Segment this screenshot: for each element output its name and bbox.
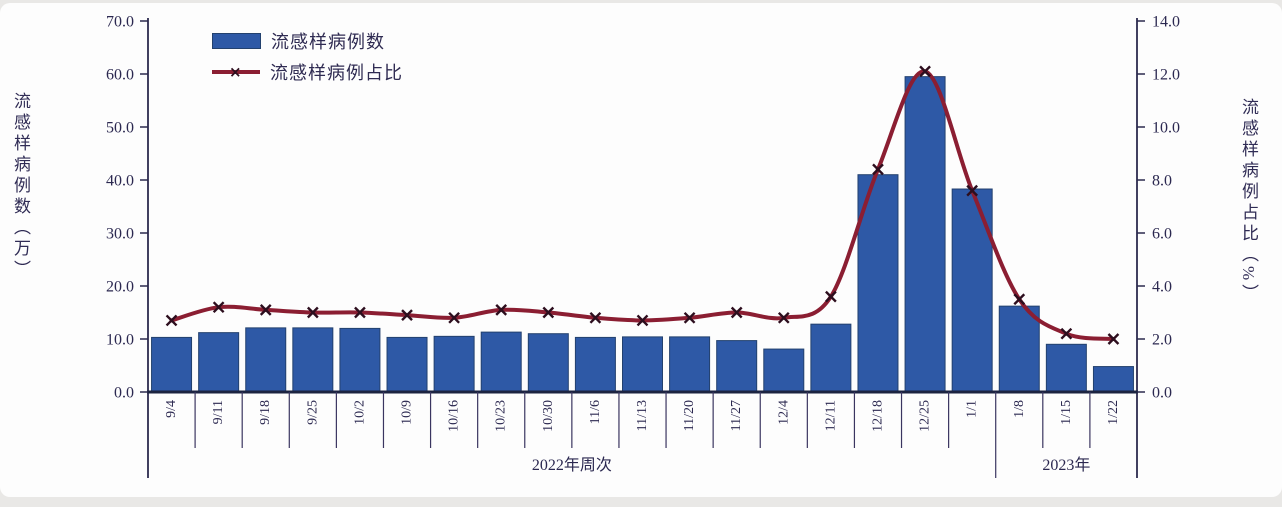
bar-11/6 — [574, 336, 616, 393]
left-tick-label: 10.0 — [106, 332, 134, 349]
x-category-label: 9/11 — [211, 400, 226, 424]
bar-9/18 — [245, 327, 287, 393]
bar-12/25 — [904, 76, 946, 393]
marker-9/11 — [212, 301, 225, 314]
x-category-label: 12/11 — [823, 400, 838, 431]
bar-10/9 — [386, 336, 428, 393]
x-category-label: 11/6 — [588, 400, 603, 424]
right-tick-label: 14.0 — [1152, 14, 1180, 31]
right-tick-label: 0.0 — [1152, 385, 1172, 402]
right-tick-label: 10.0 — [1152, 120, 1180, 137]
left-tick-label: 70.0 — [106, 14, 134, 31]
marker-9/25 — [306, 306, 319, 319]
marker-10/2 — [354, 306, 366, 319]
right-axis-title: 流感样病例占比（%） — [1239, 98, 1258, 306]
x-category-label: 1/8 — [1012, 400, 1027, 418]
marker-11/20 — [683, 311, 696, 324]
legend-label-cases: 流感样病例数 — [271, 32, 385, 52]
marker-12/11 — [825, 290, 837, 303]
bar-10/30 — [527, 333, 569, 393]
right-tick-label: 2.0 — [1152, 332, 1172, 349]
x-group-label: 2023年 — [1042, 456, 1090, 474]
marker-11/27 — [730, 306, 743, 319]
x-category-label: 12/4 — [776, 400, 791, 425]
x-category-label: 10/2 — [352, 400, 367, 425]
bar-11/27 — [716, 340, 758, 393]
legend-line-swatch: × — [212, 63, 260, 81]
bar-11/13 — [622, 336, 663, 393]
left-tick-label: 60.0 — [106, 67, 134, 84]
x-marker-icon: × — [229, 63, 242, 81]
left-tick-label: 20.0 — [106, 279, 134, 296]
marker-10/16 — [448, 311, 460, 324]
right-tick-label: 4.0 — [1152, 279, 1172, 296]
marker-1/22 — [1107, 333, 1120, 345]
marker-11/13 — [636, 314, 649, 327]
marker-11/6 — [589, 311, 602, 324]
x-category-label: 1/1 — [965, 400, 980, 418]
x-category-label: 1/22 — [1106, 400, 1121, 425]
legend: 流感样病例数 × 流感样病例占比 — [212, 30, 403, 83]
x-category-label: 10/23 — [494, 400, 509, 432]
legend-bar-swatch — [212, 33, 261, 49]
bar-12/4 — [763, 348, 805, 393]
x-category-label: 10/9 — [400, 400, 415, 425]
bar-12/11 — [810, 323, 852, 393]
bar-10/16 — [433, 335, 475, 393]
marker-10/30 — [542, 306, 555, 319]
marker-12/18 — [872, 163, 884, 176]
right-tick-label: 8.0 — [1152, 173, 1172, 190]
bar-1/15 — [1045, 343, 1087, 393]
x-category-label: 11/27 — [729, 400, 744, 431]
chart-canvas — [0, 3, 1282, 497]
x-category-label: 11/13 — [635, 400, 650, 431]
bar-1/1 — [951, 188, 993, 393]
marker-1/1 — [966, 184, 979, 197]
x-category-label: 10/16 — [447, 400, 462, 432]
bar-1/22 — [1092, 366, 1134, 393]
x-category-label: 1/15 — [1059, 400, 1074, 425]
x-category-label: 12/18 — [870, 400, 885, 432]
x-category-label: 11/20 — [682, 400, 697, 431]
bar-10/23 — [480, 331, 522, 393]
left-tick-label: 0.0 — [114, 385, 134, 402]
marker-9/18 — [259, 304, 272, 316]
bar-9/4 — [151, 336, 193, 393]
left-axis-title: 流感样病例数（万） — [11, 92, 30, 281]
bar-10/2 — [339, 327, 381, 393]
x-category-label: 10/30 — [541, 400, 556, 432]
marker-1/8 — [1013, 293, 1026, 306]
legend-label-ratio: 流感样病例占比 — [270, 63, 403, 83]
bar-9/25 — [292, 327, 334, 393]
ratio-line — [169, 69, 1116, 341]
marker-12/4 — [777, 311, 790, 324]
legend-item-ratio: × 流感样病例占比 — [212, 61, 403, 83]
marker-10/23 — [495, 304, 508, 316]
marker-1/15 — [1060, 327, 1073, 340]
bar-1/8 — [998, 305, 1040, 393]
x-category-label: 9/25 — [305, 400, 320, 425]
left-tick-label: 40.0 — [106, 173, 134, 190]
x-category-label: 9/4 — [164, 400, 179, 418]
left-tick-label: 50.0 — [106, 120, 134, 137]
left-tick-label: 30.0 — [106, 226, 134, 243]
marker-10/9 — [401, 309, 413, 321]
marker-9/4 — [165, 314, 178, 327]
x-category-label: 9/18 — [258, 400, 273, 425]
legend-item-cases: 流感样病例数 — [212, 30, 403, 52]
right-tick-label: 6.0 — [1152, 226, 1172, 243]
right-tick-label: 12.0 — [1152, 67, 1180, 84]
x-group-label: 2022年周次 — [532, 456, 612, 474]
bar-9/11 — [198, 332, 240, 393]
marker-12/25 — [919, 65, 931, 78]
bar-11/20 — [669, 336, 711, 393]
x-category-label: 12/25 — [918, 400, 933, 432]
